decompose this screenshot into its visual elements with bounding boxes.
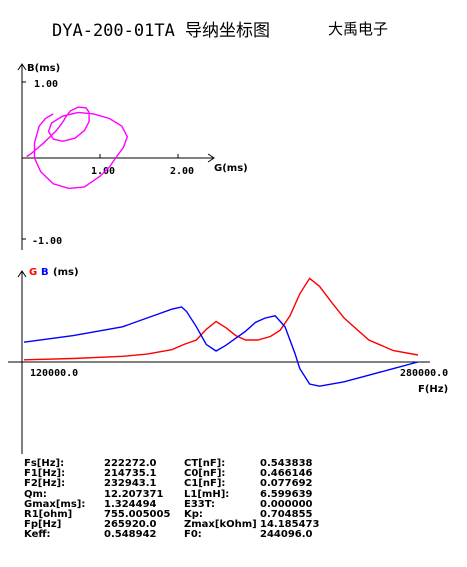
param-name: E33T: <box>184 498 216 510</box>
param-value: 1.324494 <box>104 498 157 510</box>
y-axis-arrow <box>17 63 27 71</box>
param-name: C0[nF]: <box>184 468 226 480</box>
parameter-row: Fs[Hz]: 222272.0 CT[nF]: 0.543838 <box>24 458 444 469</box>
param-name: F1[Hz]: <box>24 468 66 480</box>
param-value: 14.185473 <box>260 519 320 531</box>
param-name: Qm: <box>24 488 47 500</box>
param-name: CT[nF]: <box>184 458 226 469</box>
parameter-row: Keff: 0.548942 F0: 244096.0 <box>24 530 444 540</box>
x-axis-arrow <box>207 153 215 163</box>
param-value: 265920.0 <box>104 519 157 531</box>
param-value: 12.207371 <box>104 488 164 500</box>
frequency-plot: G B (ms) 120000.0 280000.0 F(Hz) <box>8 267 448 454</box>
legend-g: G <box>29 267 37 278</box>
param-name: Gmax[ms]: <box>24 498 86 510</box>
parameter-row: R1[ohm] 755.005005 Kp: 0.704855 <box>24 508 444 520</box>
param-value: 232943.1 <box>104 478 157 490</box>
legend-unit: (ms) <box>53 267 79 278</box>
param-value: 755.005005 <box>104 508 171 520</box>
freq-x-unit: F(Hz) <box>418 384 448 395</box>
param-value: 0.466146 <box>260 468 313 480</box>
company-name: 大禹电子 <box>328 20 389 38</box>
title-row: DYA-200-01TA 导纳坐标图 大禹电子 <box>0 12 467 42</box>
param-name: L1[mH]: <box>184 488 230 500</box>
parameters-table: Fs[Hz]: 222272.0 CT[nF]: 0.543838 F1[Hz]: 214… <box>24 458 444 541</box>
param-name: Fs[Hz]: <box>24 458 65 469</box>
param-value: 214735.1 <box>104 468 157 480</box>
param-name: Keff: <box>24 529 51 541</box>
param-value: 0.077692 <box>260 478 313 490</box>
series-g-line <box>23 277 419 361</box>
x-tick-label-1: 1.00 <box>91 166 115 177</box>
param-value: 0.000000 <box>260 498 313 510</box>
x-tick-label-2: 2.00 <box>170 166 194 177</box>
parameter-row: Qm: 12.207371 L1[mH]: 6.599639 <box>24 488 444 500</box>
y-tick-label-top: 1.00 <box>34 79 58 90</box>
param-name: F0: <box>184 529 202 541</box>
admittance-plot: B(ms) G(ms) 1.00 -1.00 1.00 2.00 <box>17 63 248 250</box>
freq-y-axis-arrow <box>17 270 27 278</box>
param-value: 6.599639 <box>260 488 313 500</box>
param-value: 0.548942 <box>104 529 157 541</box>
param-name: C1[nF]: <box>184 478 226 490</box>
param-name: Zmax[kOhm] <box>184 519 257 531</box>
parameter-row: F2[Hz]: 232943.1 C1[nF]: 0.077692 <box>24 479 444 489</box>
param-value: 0.543838 <box>260 458 313 469</box>
param-name: Kp: <box>184 508 203 520</box>
series-b-line <box>23 306 419 387</box>
param-value: 244096.0 <box>260 529 313 541</box>
plots-canvas: B(ms) G(ms) 1.00 -1.00 1.00 2.00 G B (ms… <box>8 63 448 454</box>
admittance-y-label: B(ms) <box>27 63 60 74</box>
param-name: F2[Hz]: <box>24 478 66 490</box>
parameter-row: F1[Hz]: 214735.1 C0[nF]: 0.466146 <box>24 468 444 480</box>
freq-end-label: 280000.0 <box>400 368 448 379</box>
param-value: 0.704855 <box>260 508 313 520</box>
param-value: 222272.0 <box>104 458 157 469</box>
admittance-x-label: G(ms) <box>214 163 248 174</box>
param-name: R1[ohm] <box>24 508 73 520</box>
param-name: Fp[Hz] <box>24 519 62 531</box>
parameter-row: Fp[Hz] 265920.0 Zmax[kOhm] 14.185473 <box>24 519 444 531</box>
y-tick-label-bottom: -1.00 <box>32 236 62 247</box>
parameter-row: Gmax[ms]: 1.324494 E33T: 0.000000 <box>24 498 444 510</box>
page-title: DYA-200-01TA 导纳坐标图 <box>52 21 271 41</box>
legend-b: B <box>41 267 49 278</box>
freq-start-label: 120000.0 <box>30 368 78 379</box>
admittance-circle <box>26 106 129 190</box>
